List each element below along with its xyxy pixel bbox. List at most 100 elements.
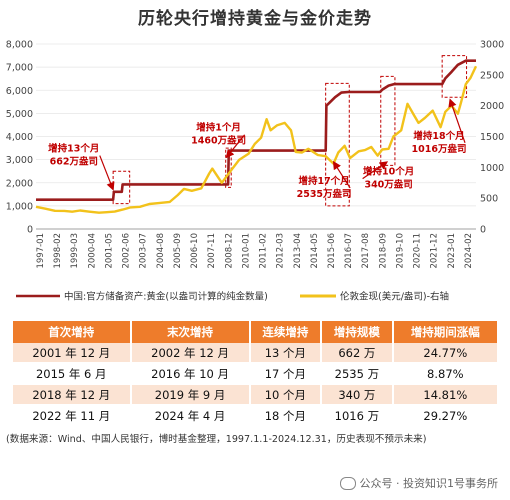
watermark-text: 公众号 · 投资知识1号事务所 — [359, 477, 499, 490]
table-row: 2001 年 12 月 2002 年 12 月 13 个月 662 万 24.77% — [13, 343, 497, 364]
x-tick-label: 2007-11 — [207, 233, 217, 269]
table-header-cell: 增持规模 — [321, 321, 394, 343]
right-tick-label: 500 — [480, 194, 498, 205]
annotation-arrow — [362, 161, 389, 180]
wechat-icon — [339, 476, 356, 490]
annotation-label: 2535万盎司 — [297, 188, 352, 200]
annotation-label: 增持10个月 — [363, 166, 414, 178]
accumulation-table: 首次增持 末次增持 连续增持 增持规模 增持期间涨幅 2001 年 12 月 2002 年… — [13, 321, 497, 427]
annotation-label: 增持1个月 — [196, 122, 241, 134]
legend-label-reserves: 中国:官方储备资产:黄金(以盎司计算的纯金数量) — [64, 291, 268, 303]
table-header-cell: 增持期间涨幅 — [392, 321, 497, 343]
right-tick-label: 1000 — [480, 163, 504, 174]
annotation-label: 1016万盎司 — [412, 143, 467, 155]
table-cell: 29.27% — [392, 405, 497, 427]
left-tick-label: 2,000 — [6, 178, 33, 189]
data-source-note: (数据来源：Wind、中国人民银行，博时基金整理，1997.1.1-2024.1… — [6, 434, 427, 445]
table-cell: 2024 年 4 月 — [130, 405, 251, 427]
table-cell: 2019 年 9 月 — [130, 384, 251, 406]
left-axis-ticks: 0 1,000 2,000 3,000 4,000 5,000 6,000 7,000 8,00… — [6, 40, 33, 236]
x-tick-label: 2023-01 — [447, 233, 457, 269]
x-tick-label: 2024-02 — [464, 233, 474, 269]
table-cell: 8.87% — [392, 363, 497, 385]
left-tick-label: 6,000 — [6, 86, 33, 97]
annotation-arrow — [332, 160, 351, 189]
x-tick-label: 2014-05 — [310, 233, 320, 269]
table-cell: 2016 年 10 月 — [130, 363, 251, 385]
watermark: 公众号 · 投资知识1号事务所 — [339, 475, 499, 491]
x-tick-label: 2004-08 — [156, 233, 166, 269]
table-cell: 18 个月 — [249, 405, 323, 427]
x-tick-label: 1999-03 — [70, 233, 80, 269]
annotation-label: 340万盎司 — [364, 179, 412, 191]
table-header-cell: 首次增持 — [13, 321, 132, 343]
table-cell: 1016 万 — [321, 405, 394, 427]
x-tick-label: 2002-06 — [122, 233, 132, 269]
annotation-label: 1460万盎司 — [191, 135, 246, 147]
x-tick-label: 2015-06 — [327, 233, 337, 269]
table-cell: 17 个月 — [249, 363, 323, 385]
right-tick-label: 2000 — [480, 101, 504, 112]
annotation-box — [225, 147, 232, 188]
x-tick-label: 2019-10 — [395, 233, 405, 269]
series-line-reserves — [36, 59, 476, 201]
right-tick-label: 1500 — [480, 132, 504, 143]
x-tick-label: 2001-05 — [104, 233, 114, 269]
annotation-arrow — [99, 155, 115, 191]
left-tick-label: 0 — [27, 225, 33, 236]
table-cell: 24.77% — [392, 343, 497, 364]
annotation-arrow — [448, 98, 466, 144]
table-cell: 2535 万 — [321, 363, 394, 385]
legend: 中国:官方储备资产:黄金(以盎司计算的纯金数量) 伦敦金现(美元/盎司)-右轴 — [16, 291, 449, 303]
x-tick-label: 2020-11 — [413, 233, 423, 269]
x-tick-label: 2010-01 — [241, 233, 251, 269]
table-row: 2018 年 12 月 2019 年 9 月 10 个月 340 万 14.81% — [13, 384, 497, 406]
x-tick-label: 2003-07 — [139, 233, 149, 269]
table-header-row: 首次增持 末次增持 连续增持 增持规模 增持期间涨幅 — [13, 321, 497, 343]
series-line-gold-price — [35, 65, 478, 214]
table-cell: 14.81% — [392, 384, 497, 406]
right-tick-label: 0 — [480, 225, 486, 236]
x-tick-label: 1998-02 — [53, 233, 63, 269]
left-tick-label: 1,000 — [6, 201, 33, 212]
annotation-labels: 增持13个月662万盎司增持1个月1460万盎司增持17个月2535万盎司增持1… — [48, 98, 467, 200]
annotation-label: 增持18个月 — [413, 130, 464, 142]
left-tick-label: 7,000 — [6, 63, 33, 74]
table-cell: 340 万 — [321, 384, 394, 406]
table-cell: 2018 年 12 月 — [13, 384, 132, 406]
legend-label-gold-price: 伦敦金现(美元/盎司)-右轴 — [340, 291, 449, 303]
x-tick-label: 2000-04 — [87, 233, 97, 269]
right-tick-label: 3000 — [480, 40, 504, 51]
left-tick-label: 3,000 — [6, 155, 33, 166]
x-tick-label: 2013-04 — [293, 233, 303, 269]
x-tick-label: 2006-10 — [190, 233, 200, 269]
gridlines — [36, 43, 476, 230]
left-tick-label: 5,000 — [6, 109, 33, 120]
table-cell: 2002 年 12 月 — [130, 343, 251, 364]
table-cell: 2001 年 12 月 — [13, 343, 132, 364]
x-axis-ticks: 1997-01 1998-02 1999-03 2000-04 2001-05 2002-… — [36, 233, 474, 269]
table-cell: 662 万 — [321, 343, 394, 364]
right-tick-label: 2500 — [480, 70, 504, 81]
table-header-cell: 连续增持 — [249, 321, 323, 343]
annotation-arrow — [225, 134, 246, 159]
series-lines — [35, 59, 478, 214]
table-cell: 10 个月 — [249, 384, 323, 406]
table-cell: 13 个月 — [249, 343, 323, 364]
x-tick-label: 2005-09 — [173, 233, 183, 269]
table-cell: 2015 年 6 月 — [13, 363, 132, 385]
x-tick-label: 2008-12 — [224, 233, 234, 269]
x-tick-label: 2021-12 — [430, 233, 440, 269]
x-tick-label: 2016-07 — [344, 233, 354, 269]
x-tick-label: 2011-02 — [259, 233, 269, 269]
annotation-label: 662万盎司 — [50, 156, 98, 168]
gold-chart: 0 1,000 2,000 3,000 4,000 5,000 6,000 7,000 8,00… — [6, 40, 504, 303]
right-axis-ticks: 0 500 1000 1500 2000 2500 3000 — [480, 40, 504, 236]
x-tick-label: 2018-09 — [378, 233, 388, 269]
x-tick-label: 2012-03 — [276, 233, 286, 269]
annotation-label: 增持13个月 — [48, 143, 99, 155]
left-tick-label: 4,000 — [6, 132, 33, 143]
x-tick-label: 2017-08 — [361, 233, 371, 269]
x-tick-label: 1997-01 — [36, 233, 46, 269]
table-header-cell: 末次增持 — [130, 321, 251, 343]
